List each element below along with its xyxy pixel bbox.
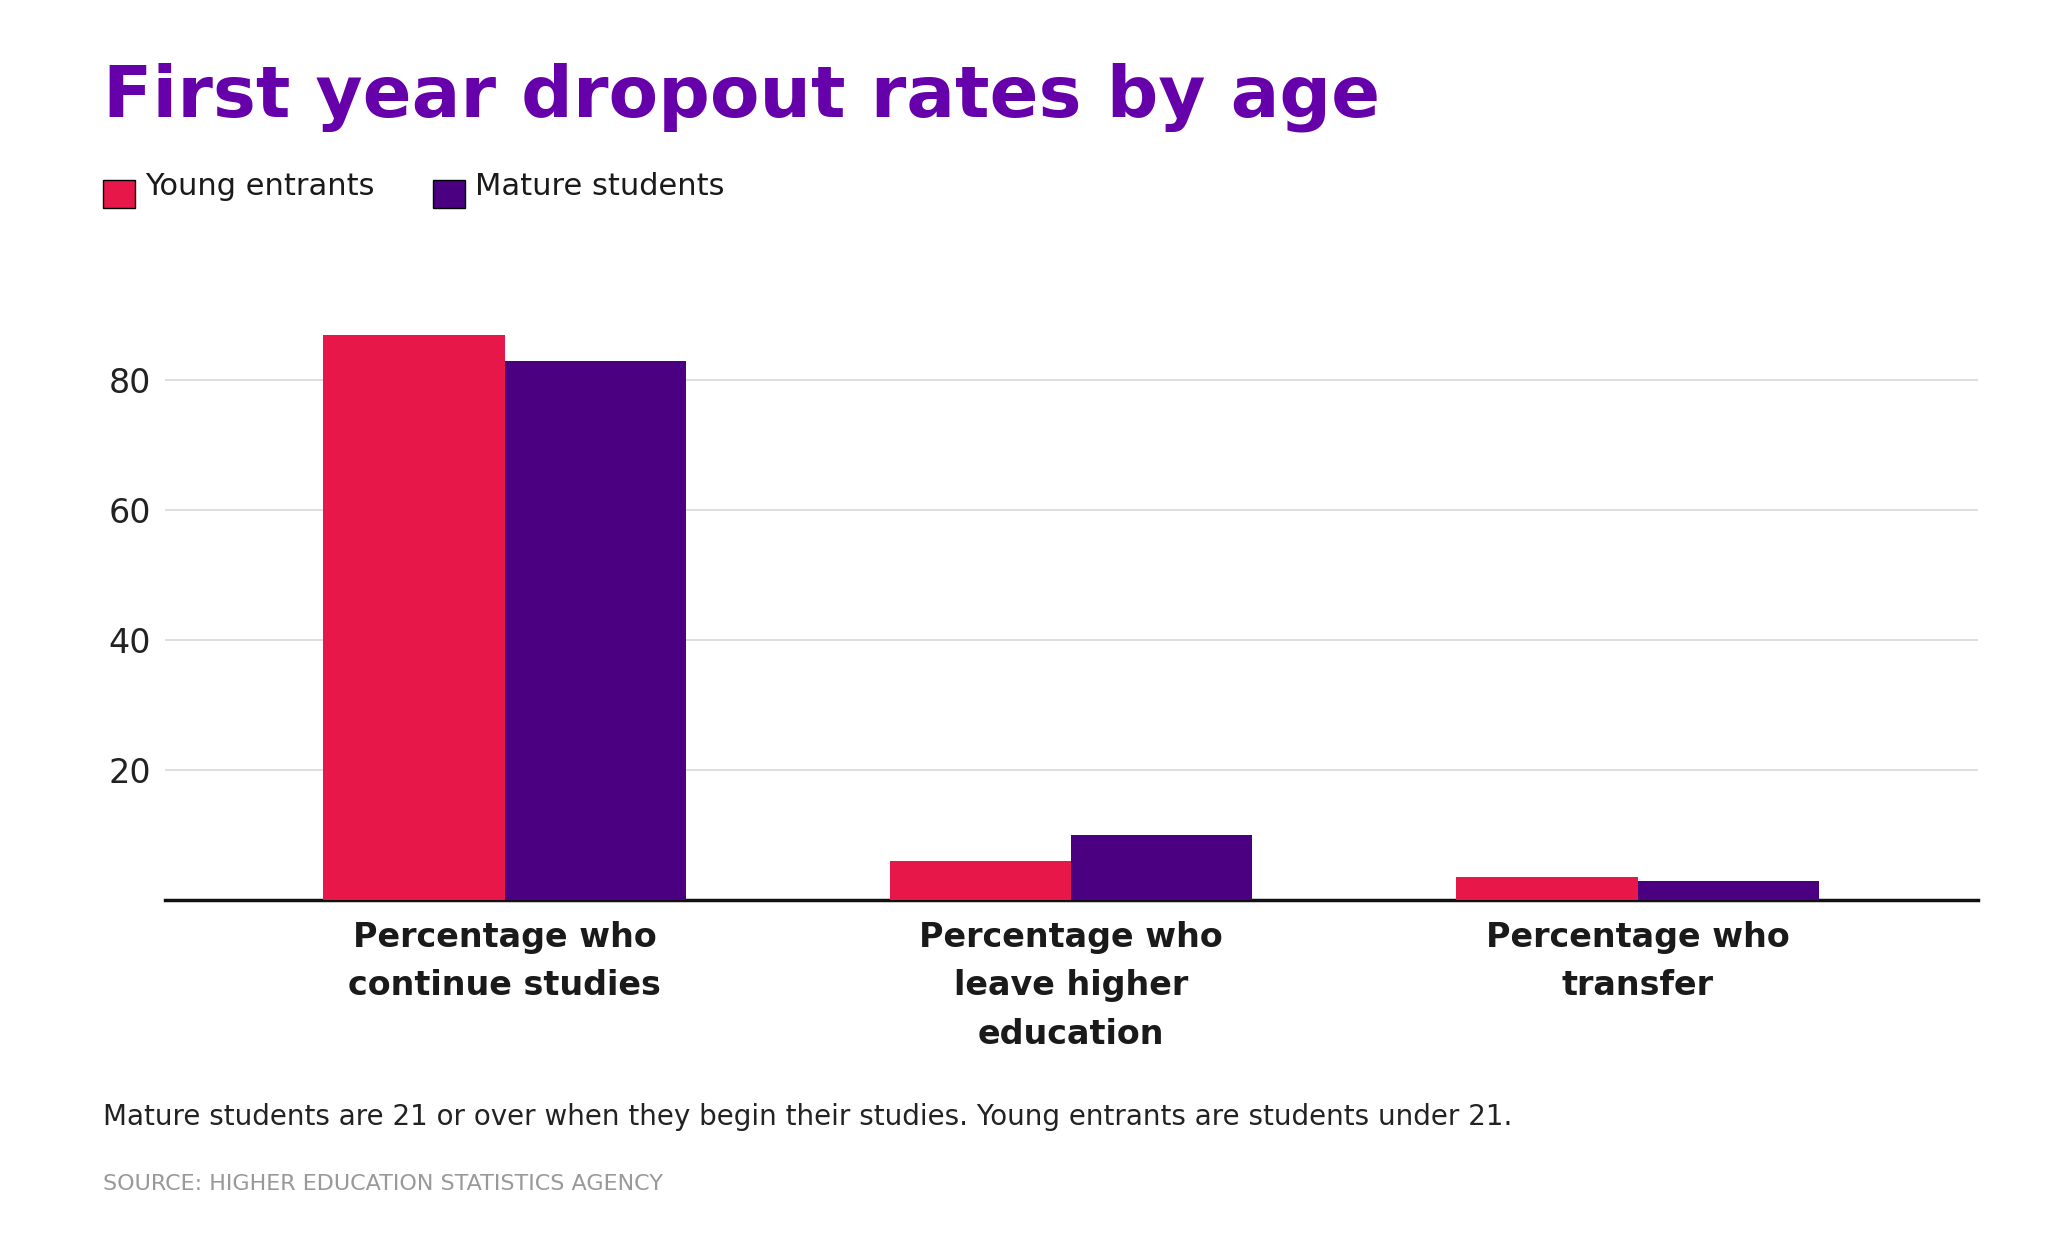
Bar <box>1071 835 1252 900</box>
Text: Young entrants: Young entrants <box>144 173 375 201</box>
Bar <box>505 360 686 900</box>
Bar <box>1456 878 1638 900</box>
Text: Mature students are 21 or over when they begin their studies. Young entrants are: Mature students are 21 or over when they… <box>103 1104 1512 1131</box>
Bar <box>323 335 505 900</box>
Text: SOURCE: HIGHER EDUCATION STATISTICS AGENCY: SOURCE: HIGHER EDUCATION STATISTICS AGEN… <box>103 1174 663 1194</box>
Bar <box>1638 880 1819 900</box>
Bar <box>890 861 1071 900</box>
Text: Mature students: Mature students <box>476 173 725 201</box>
Text: First year dropout rates by age: First year dropout rates by age <box>103 62 1380 132</box>
